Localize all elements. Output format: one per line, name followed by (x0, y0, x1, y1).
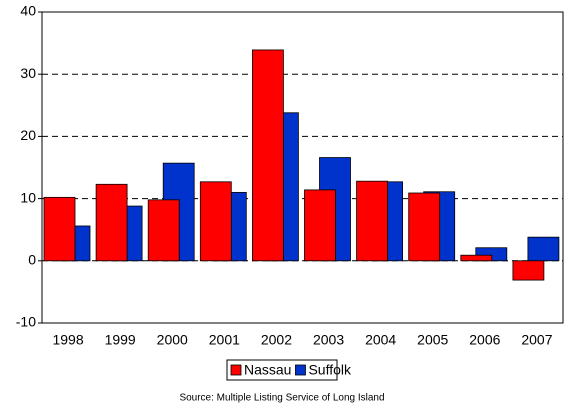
bar (408, 192, 441, 262)
x-tick-label: 2000 (157, 332, 188, 348)
x-tick-label: 2007 (521, 332, 552, 348)
x-tick-label: 2004 (365, 332, 396, 348)
bar (527, 236, 560, 262)
bar (95, 183, 128, 262)
bar (199, 181, 232, 262)
bar (43, 196, 76, 262)
legend-box (226, 359, 338, 381)
x-tick-label: 2006 (469, 332, 500, 348)
y-tick-label: 10 (20, 189, 36, 205)
x-tick-label: 1998 (52, 332, 83, 348)
bar (460, 254, 493, 262)
y-tick-label: 40 (20, 3, 36, 19)
legend-label: Suffolk (308, 362, 352, 378)
legend-label: Nassau (244, 362, 291, 378)
y-tick-label: 20 (20, 127, 36, 143)
source-note: Source: Multiple Listing Service of Long… (179, 393, 384, 404)
x-tick-label: 2002 (261, 332, 292, 348)
y-tick-label: -10 (16, 314, 36, 330)
y-tick-label: 0 (28, 252, 36, 268)
bar (512, 260, 545, 281)
plot-frame (41, 11, 564, 324)
bar (356, 180, 389, 262)
bar (304, 189, 336, 262)
bar (147, 199, 180, 262)
legend-swatch (295, 364, 306, 376)
x-tick-label: 2001 (209, 332, 240, 348)
bar (251, 49, 284, 262)
legend-swatch (230, 364, 242, 376)
x-tick-label: 1999 (105, 332, 136, 348)
x-tick-label: 2005 (417, 332, 448, 348)
x-tick-label: 2003 (313, 332, 344, 348)
y-tick-label: 30 (20, 65, 36, 81)
